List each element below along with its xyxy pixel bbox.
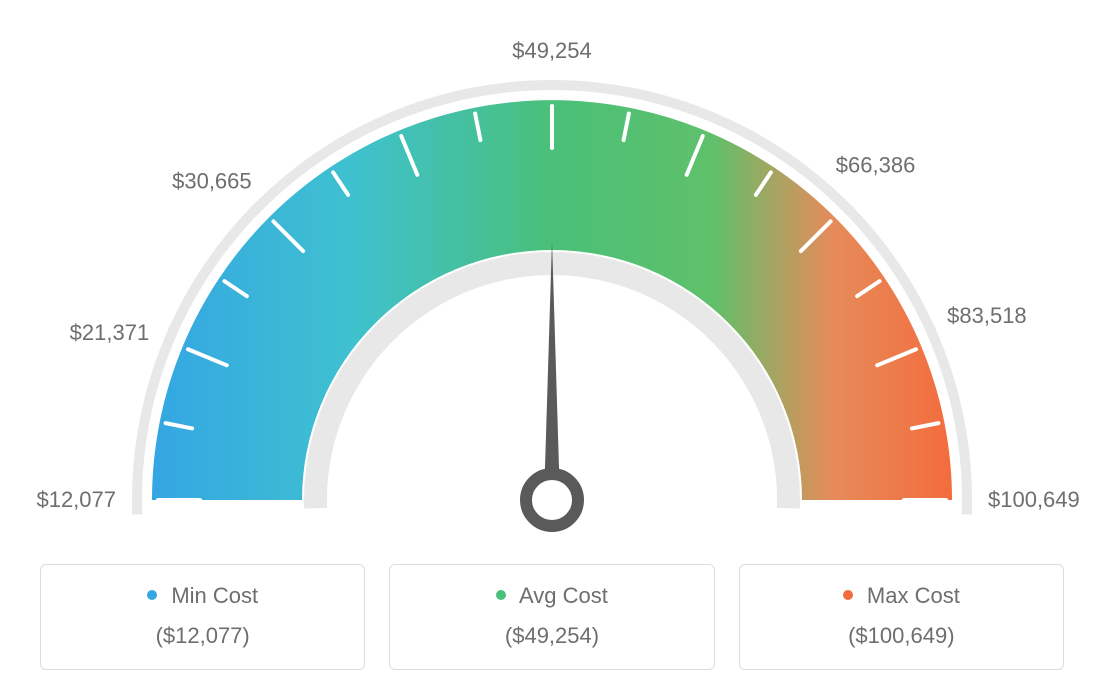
legend-value-max: ($100,649) [750, 623, 1053, 649]
tick-label: $100,649 [988, 487, 1080, 513]
legend-dot-avg [496, 590, 506, 600]
legend-title-avg: Avg Cost [400, 583, 703, 609]
chart-container: $12,077 $21,371 $30,665 $49,254 $66,386 $83,5… [0, 0, 1104, 690]
legend-card-min: Min Cost ($12,077) [40, 564, 365, 670]
tick-label: $12,077 [36, 487, 116, 513]
tick-label: $66,386 [836, 153, 916, 179]
legend-label-avg: Avg Cost [519, 583, 608, 608]
legend-value-avg: ($49,254) [400, 623, 703, 649]
tick-label: $83,518 [947, 303, 1027, 329]
gauge-svg [0, 0, 1104, 540]
legend-label-max: Max Cost [867, 583, 960, 608]
legend-label-min: Min Cost [171, 583, 258, 608]
tick-label: $21,371 [70, 320, 150, 346]
legend-card-avg: Avg Cost ($49,254) [389, 564, 714, 670]
legend-dot-min [147, 590, 157, 600]
tick-label: $49,254 [512, 38, 592, 64]
tick-label: $30,665 [172, 168, 252, 194]
legend-title-min: Min Cost [51, 583, 354, 609]
legend-value-min: ($12,077) [51, 623, 354, 649]
legend-title-max: Max Cost [750, 583, 1053, 609]
legend-row: Min Cost ($12,077) Avg Cost ($49,254) Ma… [40, 564, 1064, 670]
legend-card-max: Max Cost ($100,649) [739, 564, 1064, 670]
legend-dot-max [843, 590, 853, 600]
gauge-chart: $12,077 $21,371 $30,665 $49,254 $66,386 $83,5… [0, 0, 1104, 540]
